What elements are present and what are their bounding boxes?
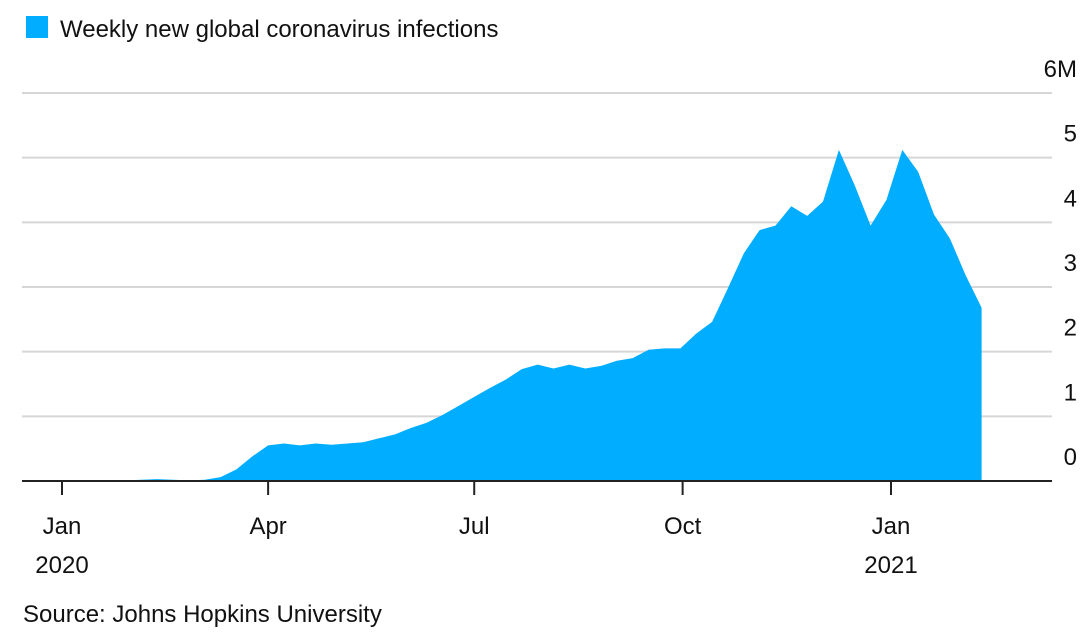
y-tick-label: 0 bbox=[1064, 444, 1077, 471]
y-tick-label: 5 bbox=[1064, 121, 1077, 148]
y-tick-label: 2 bbox=[1064, 315, 1077, 342]
y-tick-label: 1 bbox=[1064, 379, 1077, 406]
y-tick-label: 4 bbox=[1064, 185, 1077, 212]
x-axis-ticks: Jan 2020 Apr Jul Oct Jan 2021 bbox=[35, 481, 918, 579]
x-tick-year-label: 2020 bbox=[35, 552, 88, 579]
y-tick-label: 3 bbox=[1064, 250, 1077, 277]
x-tick-label: Jan bbox=[43, 513, 82, 540]
legend-label: Weekly new global coronavirus infections bbox=[60, 16, 498, 43]
infections-area bbox=[109, 149, 982, 481]
y-axis-ticks: 0 1 2 3 4 5 6M bbox=[1044, 56, 1077, 471]
x-tick-label: Jul bbox=[459, 513, 490, 540]
x-tick-label: Jan bbox=[872, 513, 911, 540]
x-tick-label: Apr bbox=[249, 513, 286, 540]
legend-swatch bbox=[26, 16, 48, 38]
x-tick-year-label: 2021 bbox=[864, 552, 917, 579]
source-note: Source: Johns Hopkins University bbox=[23, 601, 382, 628]
y-tick-label: 6M bbox=[1044, 56, 1077, 83]
x-tick-label: Oct bbox=[664, 513, 702, 540]
